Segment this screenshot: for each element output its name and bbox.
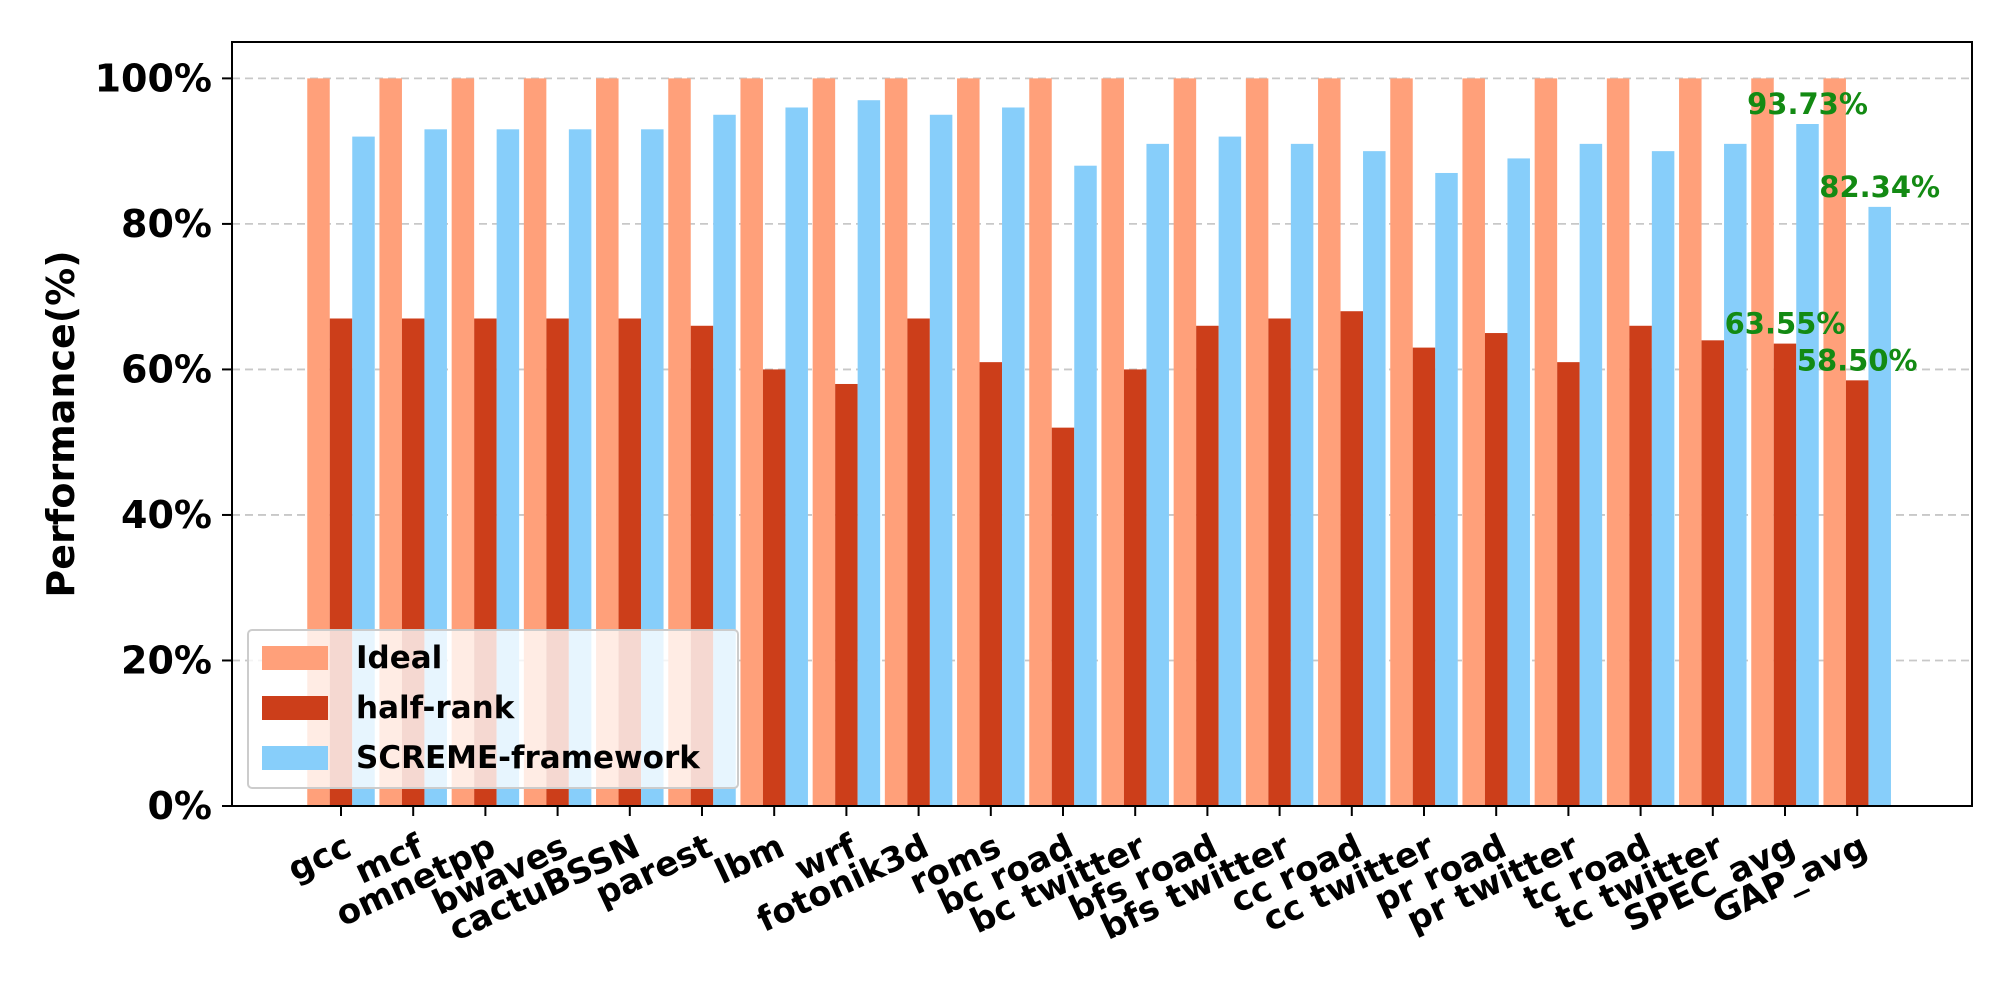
bar-ideal-cactubssn (596, 78, 619, 806)
bar-ideal-cc-twitter (1390, 78, 1413, 806)
bar-screme-framework-tc-twitter (1724, 143, 1747, 806)
bar-half-rank-bfs-twitter (1268, 318, 1291, 806)
bar-screme-framework-bfs-twitter (1290, 143, 1314, 806)
bar-screme-framework-roms (1002, 107, 1025, 806)
bar-ideal-pr-road (1462, 78, 1485, 806)
bar-half-rank-cc-road (1340, 311, 1364, 806)
legend-label: Ideal (356, 640, 442, 676)
bar-screme-framework-bfs-road (1218, 136, 1242, 807)
bar-screme-framework-wrf (857, 100, 881, 806)
y-tick-label: 100% (95, 56, 212, 100)
x-tick-label: gcc (282, 826, 358, 890)
bar-ideal-tc-road (1606, 78, 1630, 806)
bar-half-rank-bc-twitter (1123, 369, 1147, 806)
bar-screme-framework-bc-road (1074, 165, 1097, 806)
bar-half-rank-pr-twitter (1557, 362, 1580, 806)
bar-half-rank-lbm (762, 369, 786, 806)
bar-screme-framework-bc-twitter (1146, 143, 1169, 806)
bar-ideal-bwaves (523, 78, 547, 806)
bar-ideal-mcf (379, 78, 402, 806)
legend-label: half-rank (356, 690, 516, 726)
plot-frame (231, 41, 1973, 807)
annotation-label: 93.73% (1747, 87, 1868, 121)
y-axis-title: Performance(%) (39, 250, 83, 597)
legend-swatch (262, 696, 328, 720)
legend-label: SCREME-framework (356, 740, 701, 776)
bar-half-rank-spec-avg (1773, 343, 1797, 806)
bar-screme-framework-spec-avg (1796, 124, 1819, 806)
bar-ideal-bfs-road (1173, 78, 1197, 806)
bar-ideal-gap-avg (1823, 78, 1846, 806)
annotation-label: 58.50% (1797, 343, 1918, 377)
bar-ideal-bfs-twitter (1245, 78, 1269, 806)
bar-ideal-lbm (740, 78, 763, 806)
legend-swatch (262, 646, 328, 670)
bar-ideal-fotonik3d (884, 78, 908, 806)
bar-screme-framework-gap-avg (1868, 206, 1891, 806)
bar-ideal-tc-twitter (1679, 78, 1702, 806)
bar-screme-framework-lbm (785, 107, 808, 806)
bar-ideal-parest (668, 78, 691, 806)
bar-screme-framework-pr-twitter (1579, 143, 1603, 806)
bar-ideal-wrf (812, 78, 836, 806)
bar-half-rank-tc-road (1629, 325, 1652, 806)
bar-half-rank-bfs-road (1196, 325, 1219, 806)
bar-screme-framework-tc-road (1651, 151, 1675, 807)
bar-ideal-pr-twitter (1534, 78, 1558, 806)
bar-half-rank-roms (979, 362, 1003, 806)
y-tick-label: 20% (121, 638, 212, 682)
bar-ideal-spec-avg (1751, 78, 1774, 806)
bar-screme-framework-fotonik3d (929, 114, 953, 806)
bar-half-rank-bc-road (1051, 427, 1075, 806)
legend-swatch (262, 746, 328, 770)
bar-half-rank-gap-avg (1845, 380, 1869, 806)
y-tick-label: 80% (121, 202, 212, 246)
bar-ideal-gcc (307, 78, 330, 806)
annotation-label: 63.55% (1725, 307, 1846, 341)
bar-half-rank-wrf (835, 383, 858, 806)
annotation-label: 82.34% (1819, 170, 1940, 204)
bar-ideal-bc-road (1029, 78, 1052, 806)
bar-screme-framework-pr-road (1507, 158, 1530, 806)
annotation-layer: 93.73% 63.55% 82.34% 58.50% (1725, 87, 1940, 377)
legend: Ideal half-rank SCREME-framework (247, 629, 739, 789)
bar-ideal-cc-road (1318, 78, 1341, 806)
y-tick-label: 0% (147, 784, 212, 828)
bar-screme-framework-cc-road (1363, 151, 1386, 807)
bar-half-rank-cc-twitter (1412, 347, 1436, 806)
y-tick-label: 60% (121, 347, 212, 391)
bar-ideal-omnetpp (451, 78, 475, 806)
bar-ideal-bc-twitter (1101, 78, 1124, 806)
bar-ideal-roms (957, 78, 980, 806)
bar-half-rank-tc-twitter (1701, 340, 1725, 806)
bar-half-rank-fotonik3d (907, 318, 930, 806)
y-tick-label: 40% (121, 493, 212, 537)
x-tick-label: lbm (709, 826, 791, 892)
legend-box (247, 629, 739, 789)
bar-half-rank-pr-road (1484, 333, 1508, 806)
bar-screme-framework-cc-twitter (1435, 172, 1458, 806)
